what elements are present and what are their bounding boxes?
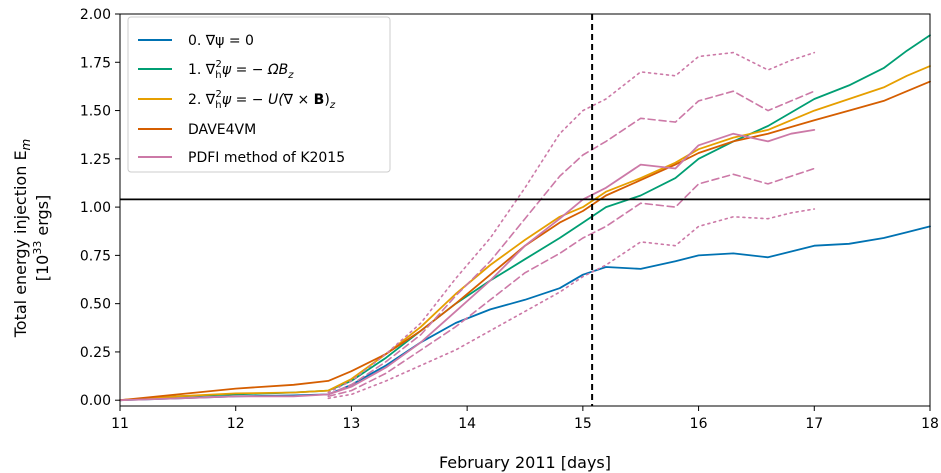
y-tick-label-2: 0.50	[80, 297, 111, 313]
y-tick-label-4: 1.00	[80, 200, 111, 216]
legend-label-4: PDFI method of K2015	[188, 150, 345, 166]
x-tick-label-1: 12	[227, 416, 245, 432]
legend-label-3: DAVE4VM	[188, 122, 256, 138]
y-axis-label-subscript: m	[19, 139, 33, 151]
series-line-5	[327, 90, 816, 396]
series-line-8	[327, 208, 816, 400]
y-tick-label-5: 1.25	[80, 152, 111, 168]
y-axis-unit-sup: 33	[31, 241, 44, 255]
legend-label-0: 0. ∇ψ = 0	[188, 33, 254, 49]
series-line-4	[119, 128, 816, 402]
y-axis-label-main: Total energy injection E	[11, 150, 30, 338]
x-tick-label-4: 15	[574, 416, 592, 432]
y-axis-ticks: 0.00 0.25 0.50 0.75 1.00 1.25 1.50 1.75 2.00	[80, 7, 120, 409]
x-tick-label-6: 17	[805, 416, 823, 432]
reference-lines	[120, 14, 930, 406]
series-line-7	[327, 51, 816, 394]
legend: 0. ∇ψ = 0 1. ∇h2ψ = − ΩBz 2. ∇h2ψ = − U(…	[127, 16, 391, 173]
series-line-2	[119, 65, 931, 402]
y-tick-label-3: 0.75	[80, 248, 111, 264]
y-tick-label-0: 0.00	[80, 393, 111, 409]
plot-frame	[119, 13, 931, 407]
legend-box	[127, 16, 391, 173]
x-tick-label-5: 16	[690, 416, 708, 432]
y-tick-label-6: 1.50	[80, 104, 111, 120]
y-tick-label-7: 1.75	[80, 55, 111, 71]
y-axis-unit-post: ergs]	[33, 195, 52, 241]
svg-text:[1033 ergs]: [1033 ergs]	[31, 195, 52, 282]
svg-text:Total energy injection Em: Total energy injection Em	[11, 139, 33, 339]
series-line-3	[119, 80, 931, 402]
x-tick-label-3: 14	[458, 416, 476, 432]
series-line-6	[327, 167, 816, 398]
x-tick-label-2: 13	[343, 416, 361, 432]
y-axis-unit-pre: [10	[33, 255, 52, 282]
x-tick-label-0: 11	[111, 416, 129, 432]
x-axis-ticks: 11 12 13 14 15 16 17 18	[111, 406, 939, 432]
x-tick-label-7: 18	[921, 416, 939, 432]
legend-label-1: 1. ∇h2ψ = − ΩBz	[188, 59, 294, 81]
y-axis-label: Total energy injection Em [1033 ergs]	[11, 139, 52, 339]
y-tick-label-1: 0.25	[80, 345, 111, 361]
legend-label-2: 2. ∇h2ψ = − U(∇ × B)z	[188, 89, 336, 111]
series-line-0	[119, 225, 931, 402]
y-tick-label-8: 2.00	[80, 7, 111, 23]
x-axis-label: February 2011 [days]	[439, 453, 611, 472]
series-layer	[119, 34, 931, 402]
